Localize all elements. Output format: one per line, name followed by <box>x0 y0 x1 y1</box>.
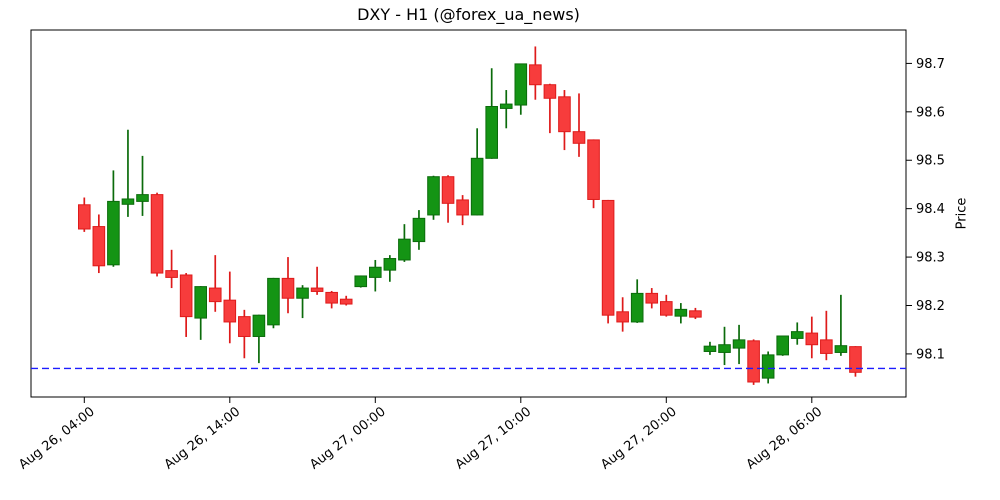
candle-body <box>499 103 513 109</box>
y-tick-label: 98.2 <box>916 299 945 314</box>
candle-body <box>674 308 688 317</box>
x-tick-label: Aug 26, 14:00 <box>162 404 244 472</box>
candle-body <box>179 274 193 318</box>
candle-wick <box>578 93 580 157</box>
candle-body <box>325 291 338 304</box>
candle-body <box>398 238 411 261</box>
candle-body <box>369 266 382 278</box>
candle-body <box>78 204 91 230</box>
candle-body <box>718 344 731 353</box>
price-axis-label: Price <box>954 197 970 230</box>
candle-body <box>281 277 295 299</box>
candle-body <box>92 226 106 267</box>
candle-wick <box>170 249 173 289</box>
candle-body <box>776 335 790 356</box>
candle-body <box>267 277 280 326</box>
candle-body <box>354 275 368 288</box>
candle-body <box>601 199 615 316</box>
candle-body <box>150 194 164 274</box>
candle-wick <box>505 90 508 129</box>
candle-wick <box>840 294 842 356</box>
candle-body <box>820 339 833 354</box>
candle-body <box>790 331 804 339</box>
candle-body <box>339 298 353 305</box>
candle-body <box>572 131 586 144</box>
x-tick-label: Aug 27, 20:00 <box>598 404 680 472</box>
candle-wick <box>258 314 260 364</box>
candle-wick <box>825 310 828 361</box>
candle-body <box>660 301 673 316</box>
candle-body <box>834 345 848 353</box>
x-tick-label: Aug 28, 06:00 <box>744 404 826 472</box>
candle-body <box>689 310 702 318</box>
candle-wick <box>316 266 318 295</box>
y-tick-label: 98.3 <box>916 251 945 266</box>
candle-body <box>165 270 178 278</box>
candle-body <box>485 105 498 159</box>
candle-body <box>383 258 397 271</box>
candle-body <box>805 332 819 346</box>
candle-wick <box>141 155 144 216</box>
candle-body <box>616 311 629 323</box>
candle-body <box>529 64 542 86</box>
candle-body <box>470 157 484 216</box>
y-tick-label: 98.6 <box>916 105 945 120</box>
candle-body <box>252 314 266 337</box>
candle-wick <box>127 129 129 217</box>
y-tick-label: 98.4 <box>916 202 945 217</box>
candle-body <box>412 217 426 243</box>
y-tick-label: 98.1 <box>916 347 945 362</box>
y-tick-label: 98.7 <box>916 57 945 72</box>
candle-body <box>558 96 571 133</box>
candle-body <box>543 84 557 99</box>
x-tick-label: Aug 27, 00:00 <box>307 404 389 472</box>
candle-body <box>456 199 469 216</box>
candle-body <box>238 316 251 337</box>
candle-body <box>310 287 324 292</box>
candle-wick <box>549 83 551 134</box>
x-tick-label: Aug 27, 10:00 <box>453 404 535 472</box>
candle-body <box>703 345 717 352</box>
candle-wick <box>301 285 304 319</box>
candle-body <box>587 139 600 200</box>
candle-body <box>223 299 237 323</box>
candle-body <box>630 292 644 323</box>
candle-body <box>732 339 746 349</box>
candle-body <box>107 200 120 266</box>
candle-body <box>441 176 455 204</box>
candle-body <box>514 63 528 106</box>
candle-body <box>645 292 659 304</box>
candle-body <box>208 287 222 303</box>
candle-body <box>296 287 309 299</box>
candle-body <box>194 286 207 319</box>
candle-body <box>761 354 775 379</box>
candle-body <box>121 198 135 205</box>
candle-body <box>849 346 862 373</box>
candle-wick <box>214 255 217 312</box>
chart-title: DXY - H1 (@forex_ua_news) <box>357 5 580 24</box>
candle-body <box>136 194 149 202</box>
x-tick-label: Aug 26, 04:00 <box>16 404 98 472</box>
candle-body <box>747 340 760 383</box>
y-tick-label: 98.5 <box>916 154 945 169</box>
candle-body <box>427 176 440 216</box>
